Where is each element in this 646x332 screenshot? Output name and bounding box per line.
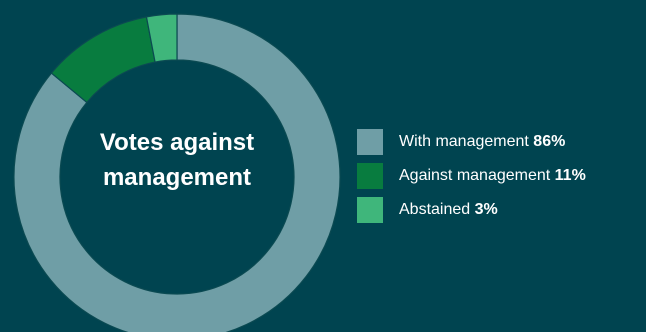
legend-item-with-management: With management 86% (357, 125, 586, 159)
legend-swatch-abstained (357, 197, 383, 223)
legend-swatch-with-management (357, 129, 383, 155)
chart-title-line-1: Votes against (99, 129, 255, 156)
donut-slice-with-management (13, 13, 341, 332)
chart-title-line-2: management (102, 164, 252, 191)
legend-value-with-management: 86% (533, 133, 566, 150)
legend-item-against-management: Against management 11% (357, 159, 586, 193)
legend-label-with-management: With management (399, 133, 529, 150)
legend-value-against-management: 11% (554, 167, 586, 184)
donut-chart (13, 13, 341, 332)
legend: With management 86% Against management 1… (357, 125, 586, 227)
legend-swatch-against-management (357, 163, 383, 189)
legend-value-abstained: 3% (474, 201, 498, 218)
donut-slice-abstained (145, 13, 178, 63)
legend-item-abstained: Abstained 3% (357, 193, 586, 227)
legend-label-abstained: Abstained (399, 201, 471, 218)
chart-title: Votes against management (60, 125, 294, 195)
legend-label-against-management: Against management (399, 167, 551, 184)
